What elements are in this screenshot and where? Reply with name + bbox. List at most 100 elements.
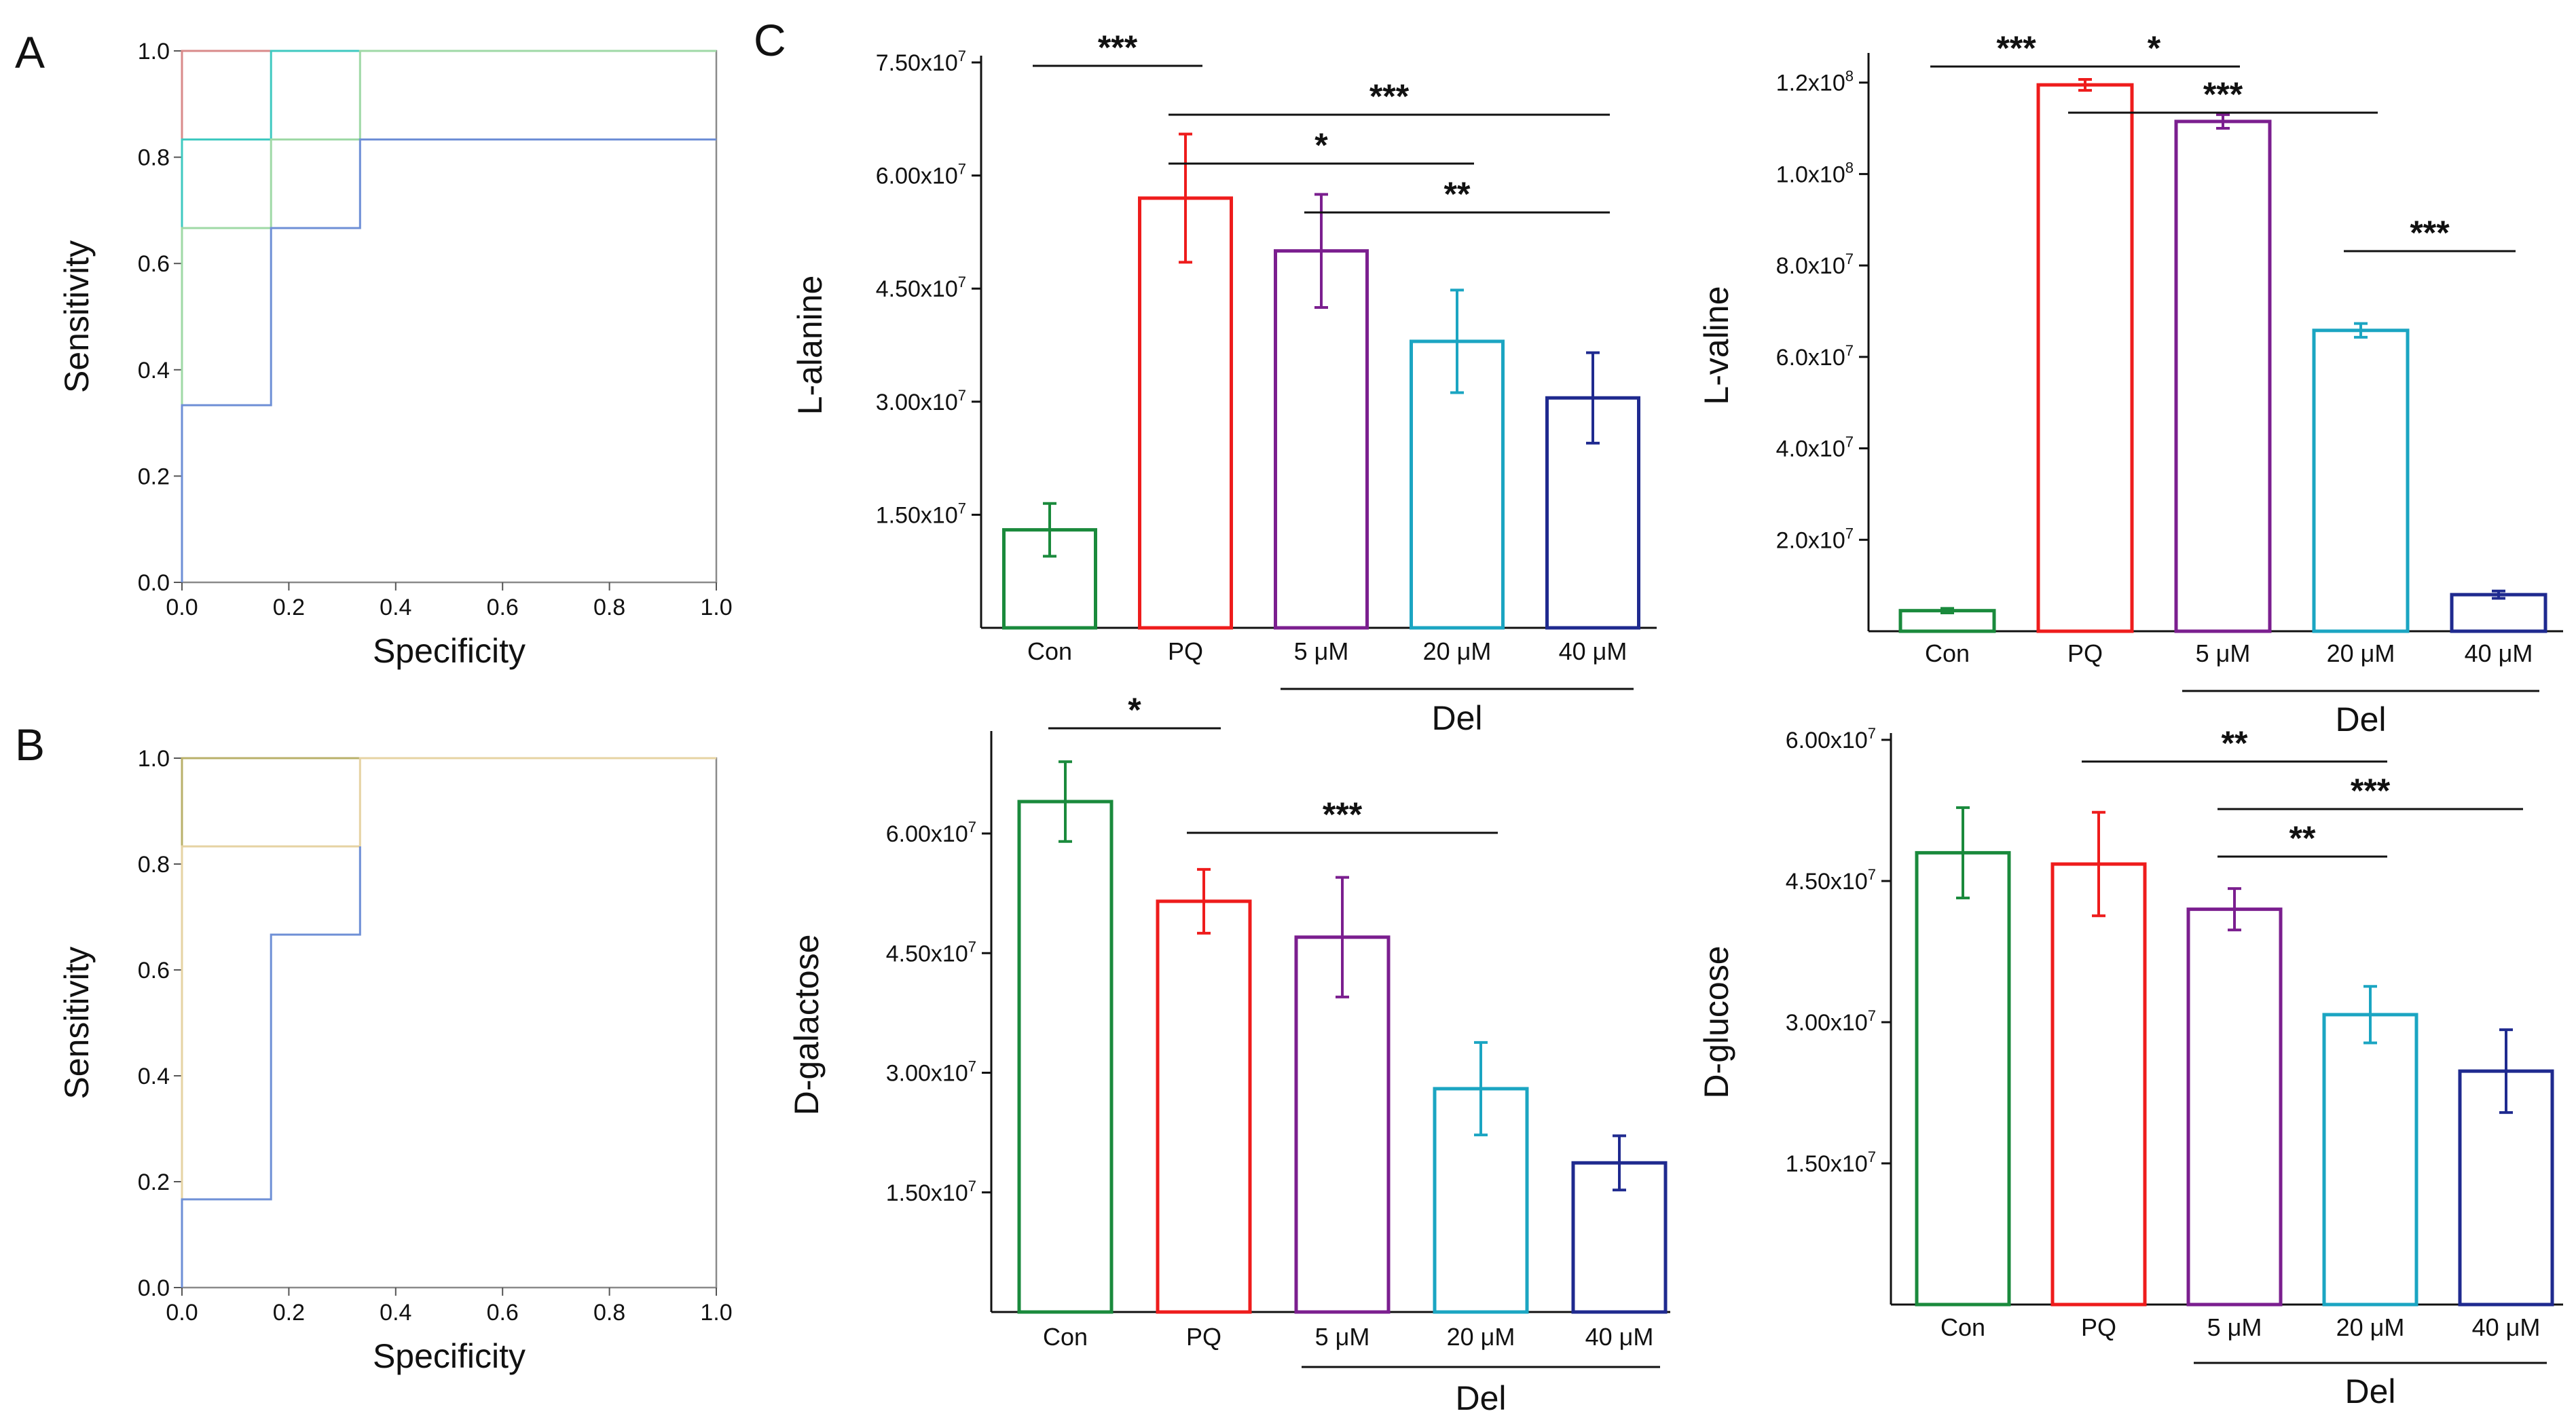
bar_alanine-ytick-base: 1.50x10 [876,502,958,528]
roc_B-ytick-label: 0.4 [138,1064,170,1089]
bar_glucose-bar-1 [2050,862,2147,1307]
bar_valine-category-label-1: PQ [2067,639,2103,667]
roc_B-ytick-label: 0.0 [138,1275,170,1301]
roc_A-ytick-label: 0.4 [138,358,170,383]
bar_glucose-ytick-base: 4.50x10 [1786,869,1868,895]
bar_alanine-ytick-exponent: 7 [958,274,966,291]
bar_galactose-ytick-base: 6.00x10 [886,821,968,847]
bar_galactose-ytick-label: 6.00x107 [886,819,976,847]
bar_galactose-ytick-base: 4.50x10 [886,941,968,967]
bar_glucose-category-label-3: 20 μM [2336,1313,2405,1341]
bar_alanine-ytick-label: 4.50x107 [876,274,966,302]
roc_B-series-1 [181,757,716,1288]
roc_A-xtick-label: 0.4 [380,595,411,620]
bar_glucose-ytick-label: 1.50x107 [1786,1148,1876,1177]
roc_A-ytick-label: 1.0 [138,39,170,64]
bar_alanine-category-label-1: PQ [1168,637,1203,665]
bar_valine-ytick-exponent: 8 [1845,68,1854,85]
bar_glucose-sig-label-0: ** [2222,724,2248,762]
bar_valine-category-label-3: 20 μM [2327,639,2395,667]
bar_valine-bar-2 [2174,119,2272,633]
bar_galactose-ytick-exponent: 7 [968,938,976,955]
bar_valine-ytick-base: 1.2x10 [1776,71,1845,96]
bar_galactose-ytick-base: 1.50x10 [886,1180,968,1206]
roc_B-xtick-label: 0.0 [166,1300,198,1326]
bar_glucose-sig-label-2: ** [2289,819,2316,857]
bar_alanine-ytick-base: 6.00x10 [876,164,958,189]
bar_galactose-ytick-label: 4.50x107 [886,938,976,967]
roc_A-series-3 [181,138,716,582]
bar_galactose-ylabel: D-galactose [788,935,826,1116]
bar_alanine-ytick-exponent: 7 [958,387,966,404]
bar_valine-ytick-exponent: 7 [1845,434,1854,451]
bar_valine-ytick-base: 6.0x10 [1776,345,1845,371]
bar_galactose-ytick-label: 3.00x107 [886,1058,976,1087]
bar_valine-bar-3 [2312,329,2410,633]
bar_alanine-sig-label-1: *** [1369,77,1410,115]
bar_glucose-ytick-exponent: 7 [1868,866,1876,883]
roc_B-group: 0.0 0.2 0.4 0.6 0.8 1.0 0.0 0.2 0.4 0.6 0.8 1.0 Spec… [58,746,733,1375]
bar_galactose-category-label-0: Con [1043,1323,1088,1351]
bar_glucose-ytick-base: 6.00x10 [1786,728,1868,753]
bar_valine-category-label-4: 40 μM [2465,639,2533,667]
bar_galactose-ytick-exponent: 7 [968,1058,976,1075]
roc_B-xtick-label: 0.2 [273,1300,305,1326]
bar_alanine-ytick-label: 3.00x107 [876,387,966,415]
roc_B-series-0 [181,757,716,1288]
bar_glucose-ytick-label: 3.00x107 [1786,1007,1876,1036]
bar_valine-ytick-label: 6.0x107 [1776,342,1854,371]
bar_valine-ytick-base: 2.0x10 [1776,527,1845,553]
roc_B-series-2 [181,846,361,1288]
roc_B-xtick-label: 0.6 [487,1300,519,1326]
bar_galactose-ytick-exponent: 7 [968,819,976,836]
bar_valine-group-label: Del [2335,700,2386,738]
bar_valine-ytick-exponent: 8 [1845,159,1854,176]
bar_glucose-bar-3 [2322,1013,2418,1307]
roc_A-xtick-label: 0.6 [487,595,519,620]
bar_glucose-ytick-label: 6.00x107 [1786,725,1876,753]
roc_B-xtick-label: 0.8 [593,1300,625,1326]
roc_A-ytick-label: 0.6 [138,251,170,277]
roc_B-ytick-label: 1.0 [138,746,170,772]
roc_A-xtick-label: 1.0 [700,595,732,620]
roc_A-xtick-label: 0.2 [273,595,305,620]
bar_alanine-ytick-base: 7.50x10 [876,50,958,76]
roc_B-ytick-label: 0.6 [138,958,170,983]
bar_alanine-ytick-base: 3.00x10 [876,390,958,415]
bar_valine-sig-label-0: *** [1996,29,2036,67]
bar_valine-ytick-base: 4.0x10 [1776,436,1845,462]
roc_A-ytick-label: 0.0 [138,570,170,596]
bar_glucose-ytick-exponent: 7 [1868,1148,1876,1165]
roc_B-xtick-label: 0.4 [380,1300,411,1326]
bar_glucose-category-label-4: 40 μM [2472,1313,2541,1341]
roc_A-ytick-label: 0.8 [138,145,170,171]
bar_valine-category-label-0: Con [1925,639,1970,667]
panel-label-b: B [15,719,45,770]
bar_galactose-bar-0 [1017,800,1114,1314]
bar_valine-ytick-label: 1.0x108 [1776,159,1854,187]
roc_A-ytick-label: 0.2 [138,464,170,489]
bar_galactose-category-label-2: 5 μM [1315,1323,1370,1351]
roc_B-ytick-label: 0.2 [138,1169,170,1195]
bar_glucose-sig-label-1: *** [2351,772,2391,810]
bar_galactose-group-label: Del [1455,1379,1506,1417]
bar_valine-bar-4 [2450,593,2547,633]
bar_alanine-ytick-base: 4.50x10 [876,276,958,302]
roc_A-series-1 [181,50,716,582]
bar_alanine-category-label-4: 40 μM [1559,637,1627,665]
bar_alanine-ytick-label: 7.50x107 [876,48,966,76]
bar_alanine-sig-label-2: * [1314,126,1328,164]
panel-label-a: A [15,27,45,77]
bar_glucose-ytick-exponent: 7 [1868,725,1876,742]
bar_glucose-ytick-base: 1.50x10 [1786,1151,1868,1177]
bar_alanine-ytick-exponent: 7 [958,161,966,178]
bar_glucose-ylabel: D-glucose [1697,945,1735,1098]
bar_alanine-ytick-exponent: 7 [958,500,966,517]
bar_alanine-category-label-0: Con [1027,637,1072,665]
bar_galactose-ytick-exponent: 7 [968,1178,976,1195]
bar_galactose-ytick-label: 1.50x107 [886,1178,976,1206]
bar_galactose-category-label-1: PQ [1186,1323,1221,1351]
bar_valine-sig-label-2: * [2148,29,2161,67]
